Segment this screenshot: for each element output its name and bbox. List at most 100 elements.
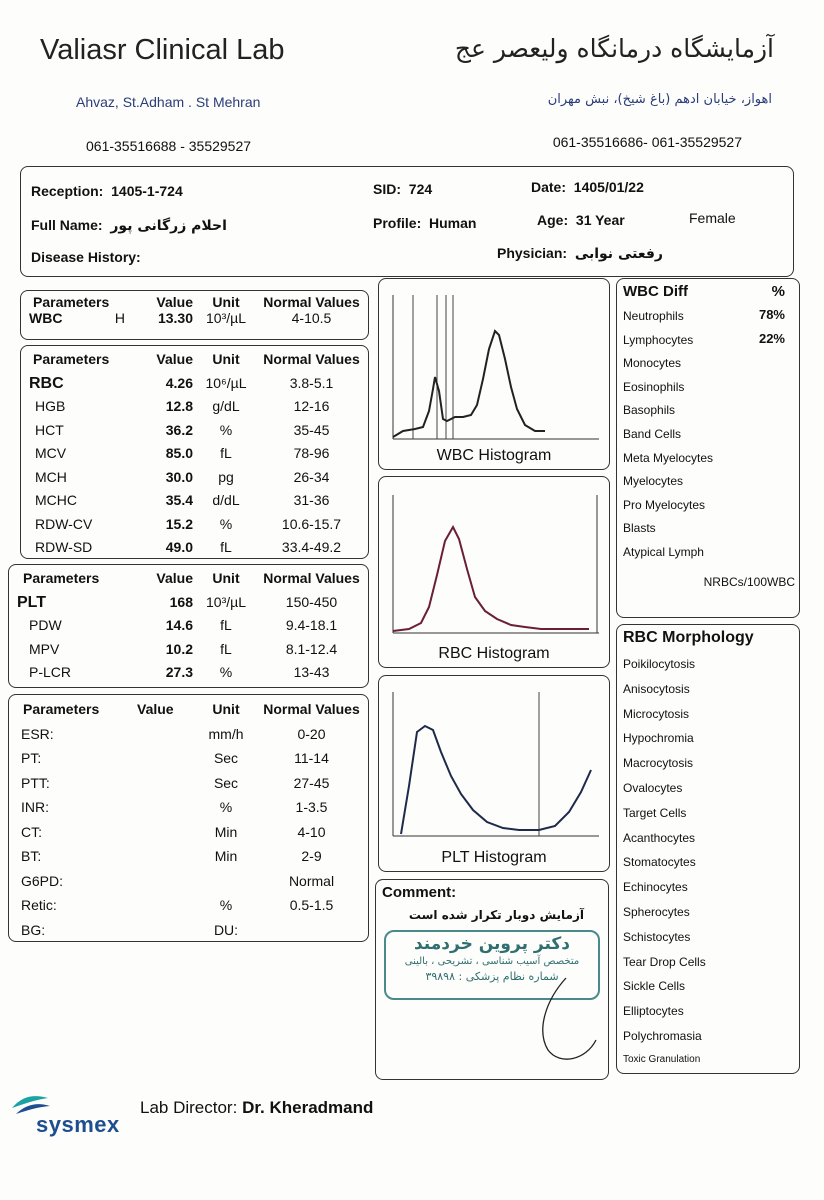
wbc-diff-item: Myelocytes xyxy=(623,474,684,489)
date-field: Date: 1405/01/22 xyxy=(531,179,644,195)
cell-normal: 4-10 xyxy=(297,823,326,840)
table-row: MCH 30.0 pg 26-34 xyxy=(21,466,368,490)
table-row: BG: DU: xyxy=(9,918,368,943)
cell-value xyxy=(133,820,197,845)
cell-normal: 1-3.5 xyxy=(295,799,328,815)
lab-phone-en: 061-35516688 - 35529527 xyxy=(86,138,252,154)
cell-value: 15.2 xyxy=(165,515,193,532)
rbc-morphology-panel: RBC Morphology Poikilocytosis Anisocytosi… xyxy=(616,624,800,1074)
gender-field: Female xyxy=(689,210,736,226)
rbc-morphology-item: Anisocytosis xyxy=(623,681,690,696)
wbc-diff-item: Eosinophils xyxy=(623,379,685,394)
rbc-morphology-item: Acanthocytes xyxy=(623,830,696,845)
lab-address-en: Ahvaz, St.Adham . St Mehran xyxy=(76,94,261,110)
cell-unit: fL xyxy=(220,445,232,461)
comment-box: Comment: آزمایش دوبار تکرار شده است دکتر… xyxy=(375,879,609,1080)
table-row: HCT 36.2% 35-45 xyxy=(21,419,368,443)
cell-name: HCT xyxy=(35,421,64,438)
wbc-table: Parameters Value Unit Normal Values WBC H 13… xyxy=(20,290,369,340)
table-row: ESR: mm/h 0-20 xyxy=(9,722,368,747)
table-row: PTT: Sec 27-45 xyxy=(9,771,368,796)
cell-value: 35.4 xyxy=(165,492,193,508)
cell-value: 85.0 xyxy=(165,445,193,461)
cell-unit: fL xyxy=(220,640,232,657)
cell-normal: 33.4-49.2 xyxy=(281,539,342,555)
cell-value: 10.2 xyxy=(165,640,193,657)
cell-unit: Min xyxy=(214,823,238,840)
profile-field: Profile: Human xyxy=(373,215,477,231)
rbc-morphology-item: Macrocytosis xyxy=(623,756,694,771)
cell-name: Retic: xyxy=(21,897,57,913)
cell-normal: 3.8-5.1 xyxy=(289,374,334,391)
rbc-morphology-item: Schistocytes xyxy=(623,929,691,944)
cell-name: HGB xyxy=(35,398,66,414)
cell-unit: d/dL xyxy=(212,492,240,508)
wbc-diff-item: Pro Myelocytes xyxy=(623,497,706,512)
full-name-field: Full Name: احلام زرگانی پور xyxy=(31,217,227,234)
cell-unit: g/dL xyxy=(212,398,240,414)
cell-value: 49.0 xyxy=(165,539,193,555)
cell-unit: DU: xyxy=(213,921,239,938)
cell-value xyxy=(133,771,197,796)
cell-unit: pg xyxy=(218,468,234,485)
table-row: PT: Sec 11-14 xyxy=(9,746,368,771)
cell-normal: 12-16 xyxy=(293,398,330,414)
rbc-morphology-item: Hypochromia xyxy=(623,731,694,746)
cell-unit: Sec xyxy=(213,774,239,791)
wbc-flag: H xyxy=(114,310,125,326)
cell-normal: 26-34 xyxy=(293,468,330,485)
age-field: Age: 31 Year xyxy=(537,212,625,228)
cell-value xyxy=(133,746,197,771)
table-row: PDW 14.6 fL 9.4-18.1 xyxy=(9,614,368,638)
cell-unit xyxy=(197,869,255,894)
wbc-diff-panel: WBC Diff % NRBCs/100WBC Neutrophils 78% Ly… xyxy=(616,278,800,618)
cell-unit: fL xyxy=(220,617,232,633)
cell-normal: 13-43 xyxy=(293,664,330,680)
plt-histogram-plot xyxy=(392,692,599,837)
cell-unit: % xyxy=(219,799,233,815)
wbc-diff-percent: 22% xyxy=(758,330,785,346)
cell-unit: Sec xyxy=(213,750,239,766)
cell-normal xyxy=(255,918,368,943)
rbc-morphology-item: Stomatocytes xyxy=(623,855,696,870)
cell-name: CT: xyxy=(21,823,42,840)
wbc-diff-item: Monocytes xyxy=(623,356,682,371)
table-row: Retic:% 0.5-1.5 xyxy=(9,893,368,918)
cell-name: P-LCR xyxy=(29,664,72,680)
cell-normal: Normal xyxy=(288,872,335,889)
cell-unit: % xyxy=(219,897,233,913)
cell-name: INR: xyxy=(21,799,49,815)
cell-name: PDW xyxy=(29,617,62,633)
signature xyxy=(542,977,597,1060)
disease-history-field: Disease History: xyxy=(31,249,141,265)
rbc-morphology-item: Target Cells xyxy=(623,805,687,820)
table-header-row: Parameters Value Unit Normal Values xyxy=(23,701,360,717)
rbc-morphology-item: Spherocytes xyxy=(623,905,690,919)
coagulation-table: Parameters Value Unit Normal Values ESR: mm/… xyxy=(8,694,369,942)
wbc-histogram: WBC Histogram xyxy=(378,278,610,470)
wbc-diff-percent-header: % xyxy=(771,283,785,300)
cell-value xyxy=(133,795,197,820)
lab-director: Lab Director: Dr. Kheradmand xyxy=(140,1098,374,1117)
lab-phone-fa: 061-35516686- 061-35529527 xyxy=(552,134,742,150)
table-row: HGB 12.8 g/dL 12-16 xyxy=(21,395,368,419)
sysmex-logo: sysmex xyxy=(12,1096,120,1138)
wbc-diff-item: Blasts xyxy=(623,521,656,536)
cell-normal: 8.1-12.4 xyxy=(285,640,338,657)
rbc-table: Parameters Value Unit Normal Values RBC 4.26… xyxy=(20,345,369,559)
rbc-morphology-item: Polychromasia xyxy=(623,1029,702,1043)
cell-name: MPV xyxy=(29,640,60,657)
rbc-morphology-title: RBC Morphology xyxy=(623,629,754,646)
wbc-diff-item: Basophils xyxy=(623,403,676,418)
rbc-morphology-item: Echinocytes xyxy=(623,880,688,895)
cell-name: RDW-CV xyxy=(35,515,93,532)
cell-value xyxy=(133,918,197,943)
cell-name: BT: xyxy=(21,848,42,864)
rbc-histogram-title: RBC Histogram xyxy=(438,645,550,662)
cell-unit: 10³/µL xyxy=(206,593,246,610)
cell-value xyxy=(133,844,197,869)
table-row-wbc: WBC H 13.30 10³/µL 4-10.5 xyxy=(29,310,332,326)
cell-name: PT: xyxy=(21,750,42,766)
cell-value: 12.8 xyxy=(165,398,193,414)
cell-normal: 35-45 xyxy=(293,421,330,438)
